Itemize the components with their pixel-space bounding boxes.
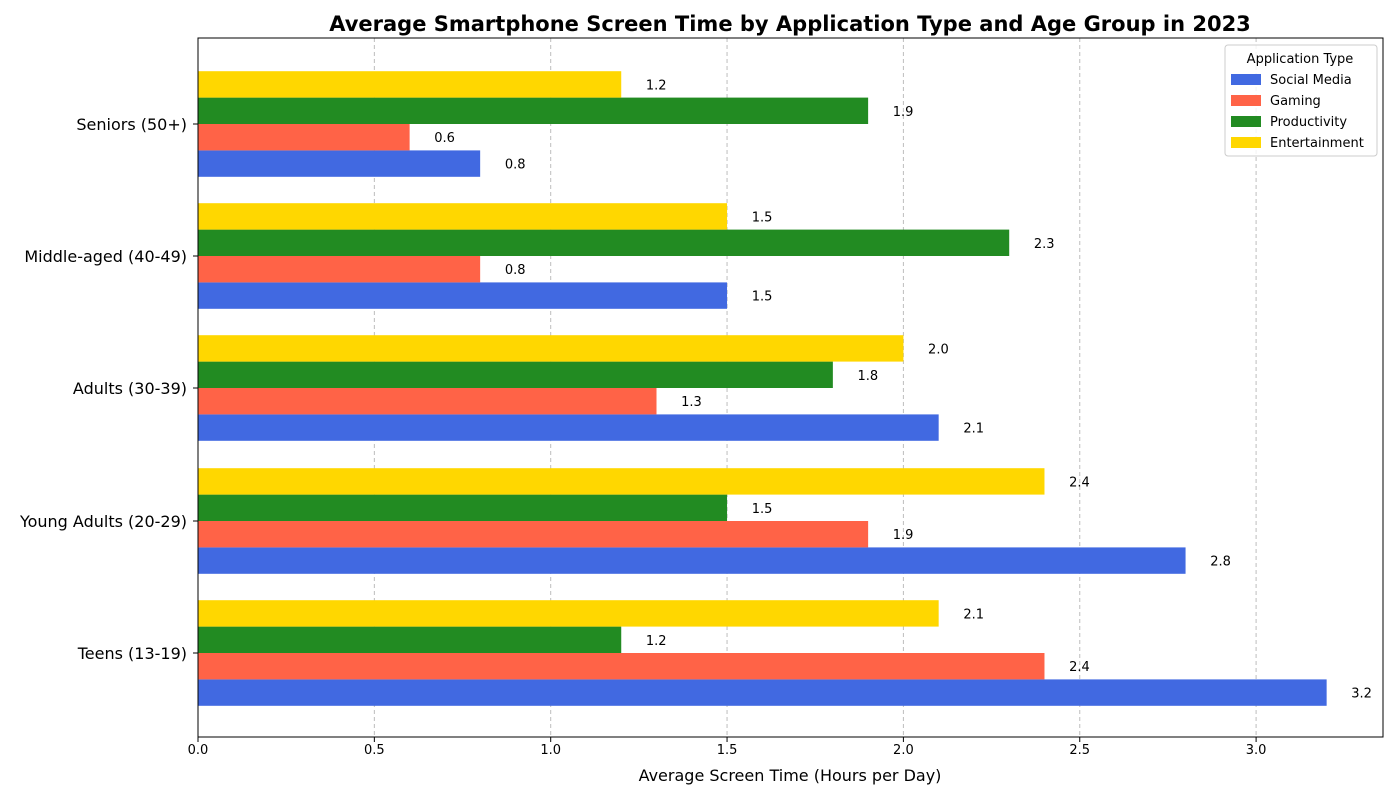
data-label: 2.1 bbox=[963, 607, 984, 622]
data-label: 2.3 bbox=[1034, 237, 1055, 252]
bar bbox=[198, 653, 1045, 680]
data-label: 1.2 bbox=[646, 78, 667, 93]
x-axis: 0.0 0.5 1.0 1.5 2.0 2.5 3.0 bbox=[188, 737, 1267, 758]
bar bbox=[198, 282, 728, 309]
bar bbox=[198, 361, 833, 388]
data-label: 1.5 bbox=[752, 290, 773, 305]
legend-label: Gaming bbox=[1270, 94, 1321, 109]
legend: Application Type Social Media Gaming Produ… bbox=[1224, 44, 1378, 157]
y-axis: Teens (13-19) Young Adults (20-29) Adults … bbox=[19, 115, 198, 663]
legend-swatch bbox=[1231, 116, 1261, 127]
y-tick-label: Seniors (50+) bbox=[76, 115, 187, 134]
data-label: 2.8 bbox=[1210, 555, 1231, 570]
y-tick-label: Teens (13-19) bbox=[77, 644, 187, 663]
bar bbox=[198, 468, 1045, 495]
x-tick-label: 1.5 bbox=[717, 743, 738, 758]
bar bbox=[198, 335, 904, 362]
bar bbox=[198, 71, 622, 98]
data-label: 2.4 bbox=[1069, 475, 1090, 490]
legend-label: Productivity bbox=[1270, 115, 1347, 130]
data-label: 0.8 bbox=[505, 263, 526, 278]
bar bbox=[198, 414, 939, 441]
legend-title: Application Type bbox=[1247, 52, 1354, 67]
legend-box bbox=[1224, 44, 1378, 157]
x-tick-label: 0.0 bbox=[188, 743, 209, 758]
x-axis-label: Average Screen Time (Hours per Day) bbox=[639, 766, 942, 785]
y-tick-label: Young Adults (20-29) bbox=[19, 512, 187, 531]
data-label: 2.1 bbox=[963, 422, 984, 437]
x-tick-label: 1.0 bbox=[540, 743, 561, 758]
legend-swatch bbox=[1231, 74, 1261, 85]
bar bbox=[198, 521, 869, 548]
data-label: 3.2 bbox=[1351, 687, 1372, 702]
bars bbox=[198, 71, 1327, 706]
data-label: 2.4 bbox=[1069, 660, 1090, 675]
x-tick-label: 3.0 bbox=[1246, 743, 1267, 758]
y-tick-label: Adults (30-39) bbox=[73, 379, 187, 398]
bar bbox=[198, 600, 939, 627]
data-labels: 3.2 2.4 1.2 2.1 2.8 1.9 1.5 2.4 2.1 1.3 1.8 2.0 1.5 0… bbox=[434, 78, 1372, 701]
bar bbox=[198, 547, 1186, 574]
data-label: 0.6 bbox=[434, 131, 455, 146]
data-label: 1.8 bbox=[858, 369, 879, 384]
legend-label: Entertainment bbox=[1270, 136, 1364, 151]
bar bbox=[198, 388, 657, 415]
bar bbox=[198, 150, 481, 177]
legend-label: Social Media bbox=[1270, 73, 1352, 88]
data-label: 1.9 bbox=[893, 528, 914, 543]
x-tick-label: 2.0 bbox=[893, 743, 914, 758]
bar bbox=[198, 626, 622, 653]
bar bbox=[198, 229, 1010, 256]
bar bbox=[198, 494, 728, 521]
bar bbox=[198, 256, 481, 283]
data-label: 2.0 bbox=[928, 342, 949, 357]
legend-items: Social Media Gaming Productivity Entertainm… bbox=[1231, 73, 1364, 151]
bar bbox=[198, 679, 1327, 706]
bar bbox=[198, 97, 869, 124]
data-label: 0.8 bbox=[505, 158, 526, 173]
data-label: 1.2 bbox=[646, 634, 667, 649]
x-tick-label: 0.5 bbox=[364, 743, 385, 758]
data-label: 1.3 bbox=[681, 395, 702, 410]
legend-swatch bbox=[1231, 95, 1261, 106]
bar bbox=[198, 203, 728, 230]
data-label: 1.9 bbox=[893, 105, 914, 120]
bar bbox=[198, 124, 410, 151]
data-label: 1.5 bbox=[752, 502, 773, 517]
chart-title: Average Smartphone Screen Time by Applic… bbox=[329, 12, 1251, 36]
y-tick-label: Middle-aged (40-49) bbox=[24, 247, 187, 266]
data-label: 1.5 bbox=[752, 210, 773, 225]
x-tick-label: 2.5 bbox=[1069, 743, 1090, 758]
legend-swatch bbox=[1231, 137, 1261, 148]
